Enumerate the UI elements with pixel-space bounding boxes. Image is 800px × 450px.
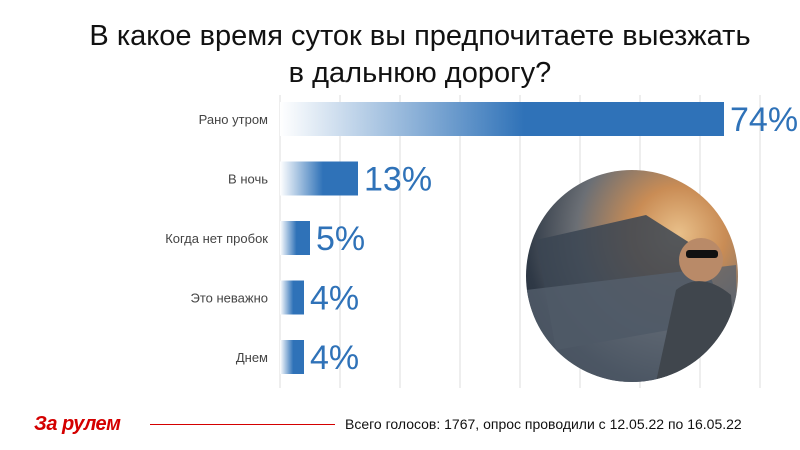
bar — [280, 340, 304, 374]
driver-photo — [526, 170, 738, 382]
bar — [280, 102, 724, 136]
value-label: 5% — [316, 220, 365, 258]
category-label: Это неважно — [191, 291, 269, 306]
value-label: 13% — [364, 161, 432, 199]
survey-note: Всего голосов: 1767, опрос проводили с 1… — [345, 416, 742, 432]
bar — [280, 161, 358, 196]
bar — [280, 280, 304, 315]
value-label: 74% — [730, 101, 798, 139]
category-label: Днем — [236, 350, 268, 365]
footer-divider — [150, 424, 335, 425]
bar — [280, 221, 310, 255]
chart-title: В какое время суток вы предпочитаете вые… — [40, 18, 800, 92]
brand-logo: За рулем — [34, 413, 121, 435]
category-label: В ночь — [228, 172, 268, 187]
value-label: 4% — [310, 280, 359, 318]
category-label: Рано утром — [199, 112, 268, 127]
chart-title-line-1: В какое время суток вы предпочитаете вые… — [89, 20, 751, 52]
value-label: 4% — [310, 339, 359, 377]
chart-title-line-2: в дальнюю дорогу? — [288, 57, 552, 89]
category-label: Когда нет пробок — [165, 231, 268, 246]
